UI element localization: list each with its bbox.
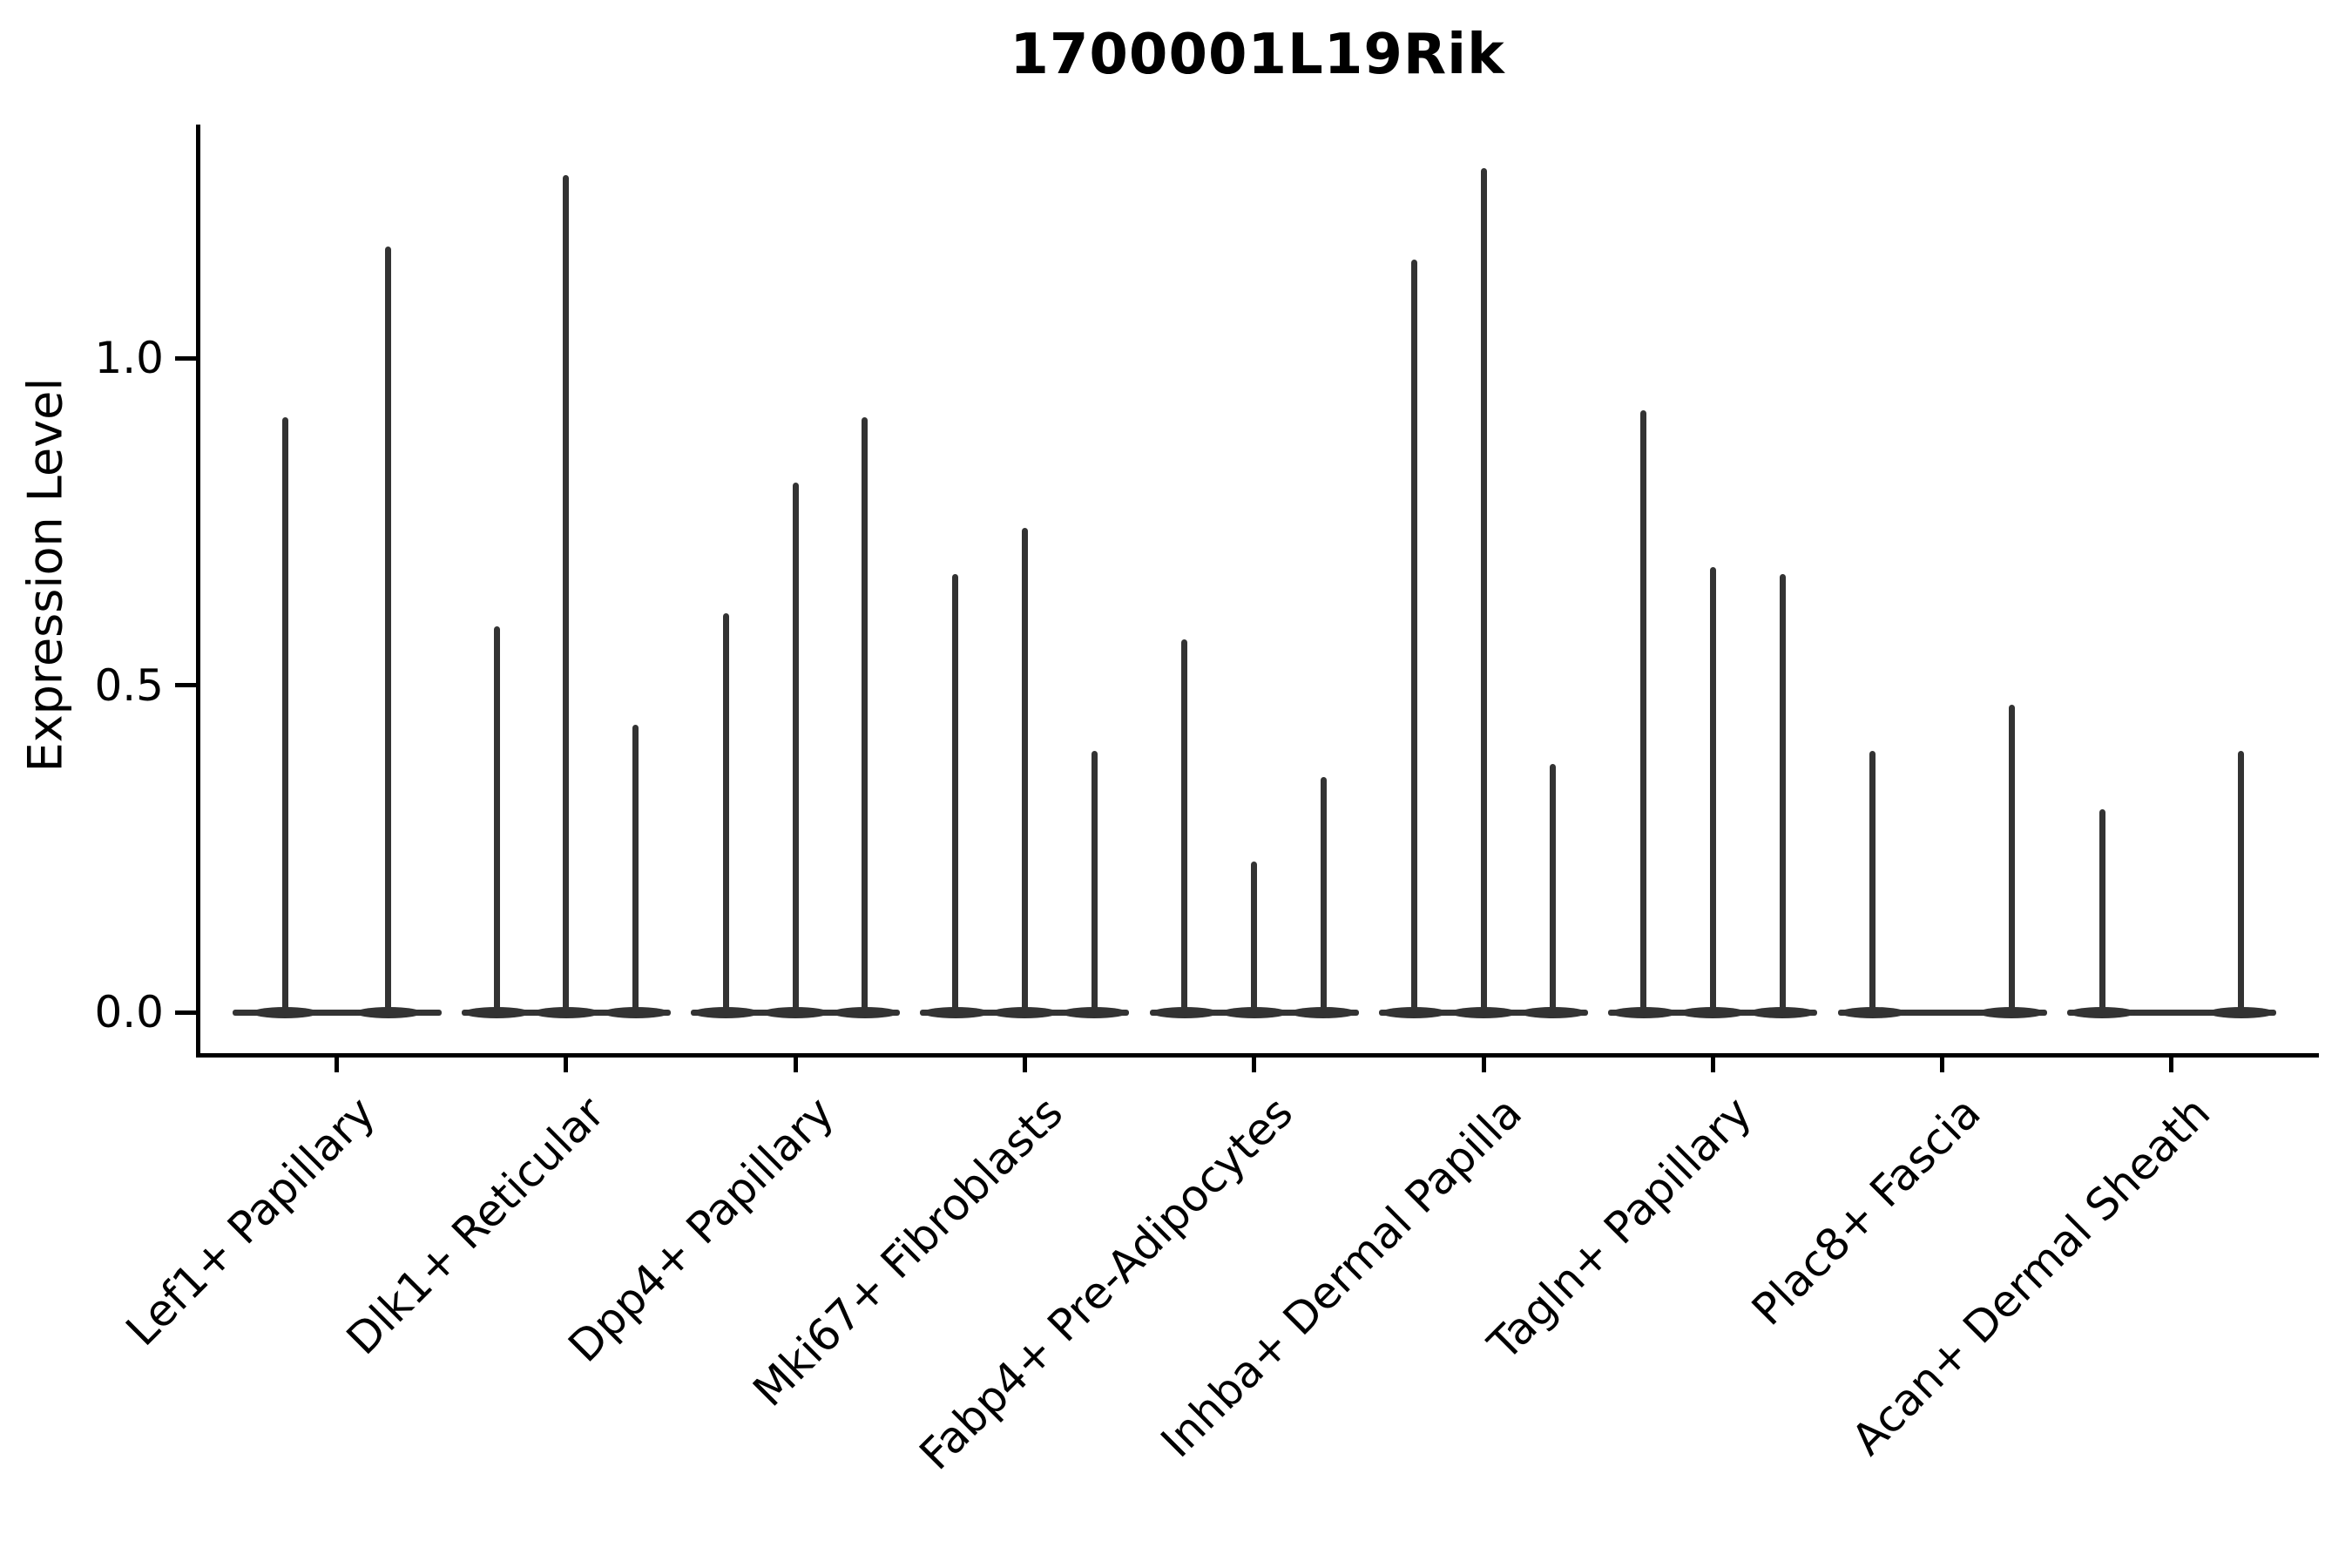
violin-spike	[563, 174, 570, 1016]
violin-spike	[1779, 573, 1786, 1016]
x-tick-mark	[335, 1058, 339, 1072]
violin-spike	[862, 416, 868, 1016]
violin-spike	[1410, 260, 1417, 1016]
x-tick-label: Lef1+ Papillary	[116, 1087, 385, 1356]
violin-spike	[952, 573, 959, 1016]
violin-spike	[722, 612, 729, 1016]
violin-spike	[2238, 750, 2245, 1016]
x-tick-mark	[1710, 1058, 1715, 1072]
violin-spike	[792, 482, 799, 1016]
violin-spike	[1320, 776, 1327, 1016]
x-tick-mark	[793, 1058, 798, 1072]
violin-spike	[281, 416, 288, 1016]
y-tick-mark	[175, 1010, 196, 1015]
y-tick-mark	[175, 683, 196, 687]
y-axis-label: Expression Level	[17, 377, 73, 773]
violin-spike	[632, 724, 639, 1016]
x-tick-mark	[1940, 1058, 1945, 1072]
x-axis-spine	[196, 1053, 2319, 1058]
x-tick-mark	[1481, 1058, 1486, 1072]
violin-spike	[1709, 567, 1716, 1016]
x-tick-mark	[564, 1058, 569, 1072]
x-tick-mark	[1252, 1058, 1257, 1072]
violin-spike	[1869, 750, 1876, 1016]
violin-spike	[1640, 410, 1647, 1016]
x-tick-label: Fabp4+ Pre-Adipocytes	[909, 1087, 1302, 1480]
y-tick-label: 0.5	[94, 659, 164, 711]
violin-spike	[1550, 763, 1557, 1016]
violin-spike	[493, 625, 500, 1016]
violin-baseline	[1837, 1009, 2047, 1016]
violin-spike	[1021, 528, 1028, 1016]
violin-spike	[2008, 705, 2015, 1016]
y-tick-label: 1.0	[94, 333, 164, 383]
chart-title: 1700001L19Rik	[1010, 23, 1505, 87]
y-axis-spine	[196, 125, 200, 1058]
violin-spike	[1480, 168, 1487, 1016]
x-tick-mark	[2169, 1058, 2174, 1072]
y-tick-mark	[175, 355, 196, 361]
violin-spike	[1181, 639, 1188, 1016]
violin-spike	[1251, 862, 1258, 1016]
violin-spike	[1091, 750, 1098, 1016]
y-tick-label: 0.0	[94, 987, 164, 1037]
violin-baseline	[232, 1009, 442, 1016]
x-tick-mark	[1022, 1058, 1027, 1072]
violin-baseline	[2066, 1009, 2276, 1016]
violin-spike	[385, 247, 392, 1016]
x-tick-label: Plac8+ Fascia	[1741, 1087, 1990, 1335]
violin-spike	[2099, 809, 2105, 1016]
